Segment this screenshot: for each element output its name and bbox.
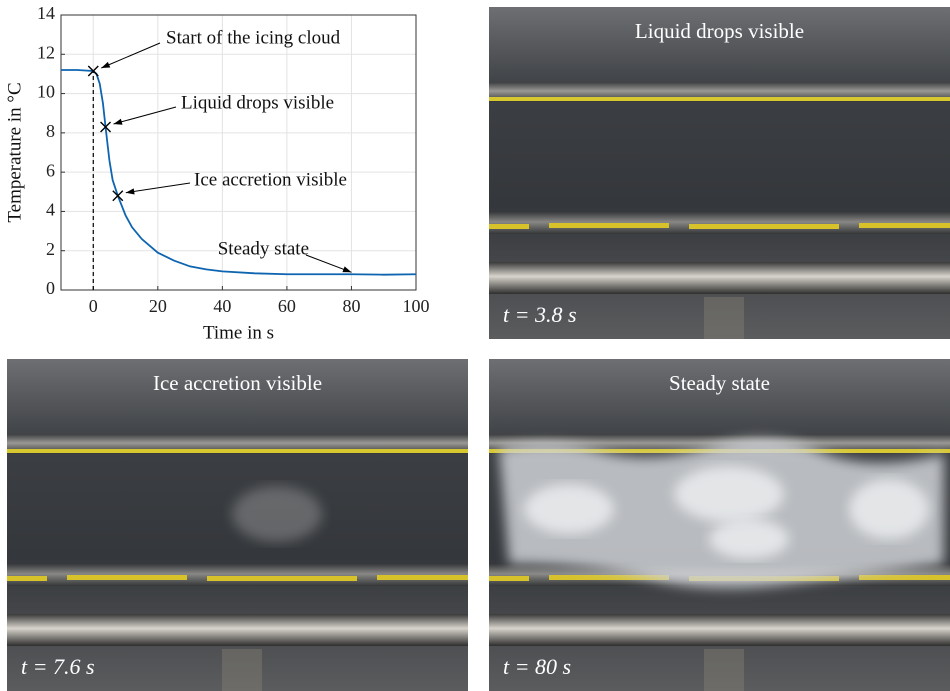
bottom-rod (489, 262, 950, 294)
photo-panel: Steady state t = 80 s (489, 359, 950, 691)
droplet-cloud (232, 486, 322, 542)
arrow-head (342, 266, 351, 272)
x-tick-label: 100 (403, 296, 430, 316)
photo-time: t = 7.6 s (21, 654, 95, 679)
x-axis-label: Time in s (203, 322, 274, 343)
photo-time: t = 80 s (503, 654, 571, 679)
photos: Liquid drops visible t = 3.8 s Ice accreti… (7, 7, 950, 691)
y-tick-label: 0 (46, 278, 55, 298)
photo-title: Steady state (669, 371, 770, 395)
y-tick-label: 6 (46, 160, 55, 180)
photo (489, 359, 950, 691)
arrow-head (126, 188, 135, 194)
bottom-rod (7, 614, 468, 646)
arrow-head (114, 119, 123, 125)
photo-time: t = 3.8 s (503, 302, 577, 327)
light-reflection (704, 297, 744, 339)
y-axis-label: Temperature in °C (4, 82, 25, 222)
yellow-stripe (7, 449, 468, 453)
photo-title: Liquid drops visible (635, 19, 804, 43)
marker-cross (113, 191, 123, 201)
temperature-chart: 0 2 4 6 8 10 12 14 0 20 40 60 80 100 Time in s Temperat… (4, 3, 429, 343)
y-tick-label: 8 (46, 121, 55, 141)
figure: 0 2 4 6 8 10 12 14 0 20 40 60 80 100 Time in s Temperat… (0, 0, 950, 691)
x-tick-label: 80 (342, 296, 360, 316)
y-tick-label: 2 (46, 239, 55, 259)
bottom-rod (489, 614, 950, 646)
x-tick-label: 20 (149, 296, 167, 316)
x-tick-label: 0 (89, 296, 98, 316)
annotation-label: Steady state (218, 238, 309, 259)
ice-blob (709, 519, 789, 559)
yellow-stripe (489, 97, 950, 101)
ice-blob (674, 466, 784, 522)
y-tick-label: 4 (46, 200, 55, 220)
light-reflection (222, 649, 262, 691)
annotation-label: Start of the icing cloud (166, 27, 341, 48)
y-tick-label: 12 (37, 42, 55, 62)
photo (489, 7, 950, 339)
x-tick-label: 40 (213, 296, 231, 316)
annotation-label: Liquid drops visible (181, 92, 334, 113)
ice-blob (849, 479, 929, 539)
light-reflection (704, 649, 744, 691)
arrow-head (101, 62, 110, 68)
x-tick-label: 60 (278, 296, 296, 316)
annotation-arrow (114, 107, 176, 124)
photo-panel: Ice accretion visible t = 7.6 s (7, 359, 468, 691)
photo-panel: Liquid drops visible t = 3.8 s (489, 7, 950, 339)
annotation-label: Ice accretion visible (194, 169, 347, 190)
annotation-arrow (101, 43, 160, 68)
photo-title: Ice accretion visible (153, 371, 322, 395)
ice-blob (524, 484, 614, 534)
photo (7, 359, 468, 691)
y-tick-label: 14 (37, 3, 55, 23)
y-tick-label: 10 (37, 82, 55, 102)
